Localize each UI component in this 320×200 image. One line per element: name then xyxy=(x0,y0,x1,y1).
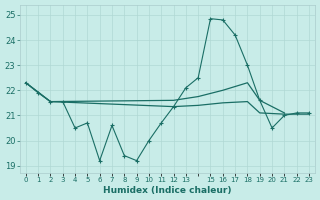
X-axis label: Humidex (Indice chaleur): Humidex (Indice chaleur) xyxy=(103,186,232,195)
